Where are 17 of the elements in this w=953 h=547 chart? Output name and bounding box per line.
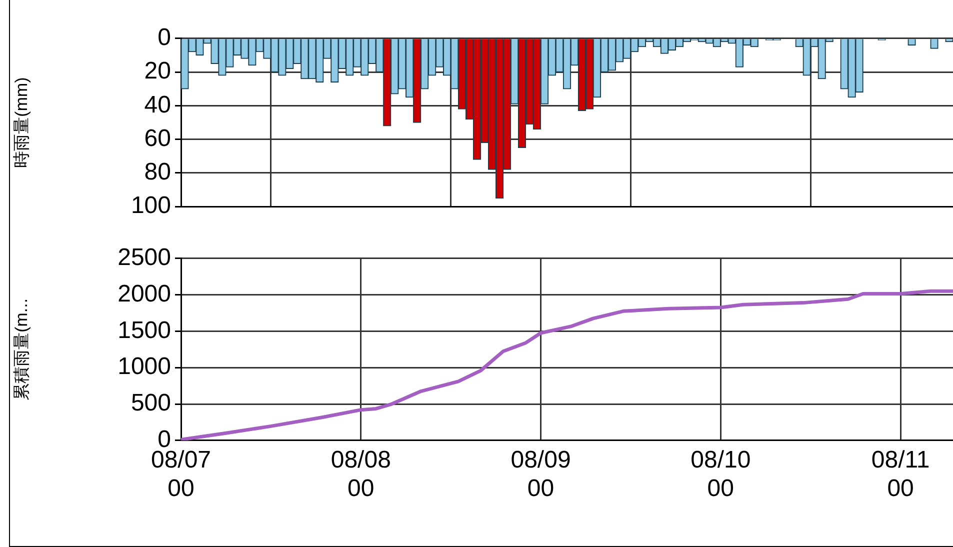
y-tick-label: 60 [144,124,171,152]
y-axis-title: 累積雨量(m... [12,298,31,400]
x-tick-label: 08/08 00 [330,446,391,502]
y-tick-label: 2500 [118,244,171,272]
y-tick-label: 1000 [118,353,171,380]
x-tick-label: 08/09 00 [510,446,571,502]
x-tick-label: 08/11 00 [871,446,930,502]
y-tick-label: 80 [144,158,171,186]
y-axis-title: 時雨量(mm) [12,77,31,168]
y-tick-label: 20 [144,58,171,85]
y-tick-label: 100 [130,192,171,220]
y-tick-label: 2000 [118,280,171,308]
y-tick-label: 1500 [118,316,171,344]
x-tick-label: 08/10 00 [690,446,751,502]
y-tick-label: 0 [158,24,171,52]
y-tick-label: 500 [130,390,171,417]
y-tick-label: 40 [144,91,171,118]
